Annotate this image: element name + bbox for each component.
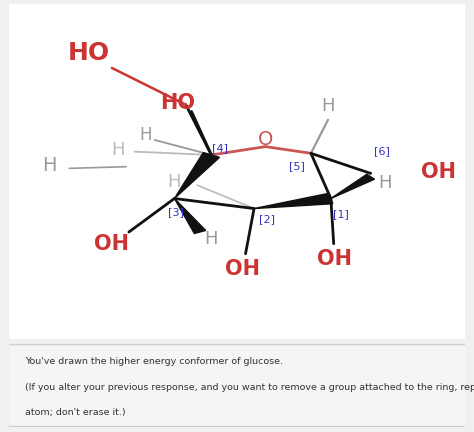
Polygon shape	[254, 193, 333, 209]
FancyBboxPatch shape	[5, 345, 469, 426]
Text: OH: OH	[317, 249, 352, 269]
FancyBboxPatch shape	[4, 1, 470, 343]
Text: H: H	[321, 98, 335, 115]
Text: atom; don't erase it.): atom; don't erase it.)	[26, 408, 126, 417]
Text: H: H	[378, 175, 392, 192]
Text: OH: OH	[225, 259, 260, 279]
Text: H: H	[42, 156, 56, 175]
Text: HO: HO	[160, 93, 195, 113]
Text: [3]: [3]	[168, 207, 183, 217]
Text: [5]: [5]	[289, 161, 305, 171]
Text: O: O	[258, 130, 273, 149]
Text: OH: OH	[94, 234, 129, 254]
Text: You've drawn the higher energy conformer of glucose.: You've drawn the higher energy conformer…	[26, 357, 283, 366]
Polygon shape	[174, 152, 219, 199]
Text: H: H	[168, 173, 181, 191]
Text: [2]: [2]	[259, 214, 274, 224]
Text: [1]: [1]	[333, 210, 348, 219]
Text: [4]: [4]	[212, 143, 228, 152]
Text: OH: OH	[421, 162, 456, 182]
Text: H: H	[111, 141, 124, 159]
Text: [6]: [6]	[374, 146, 390, 156]
Polygon shape	[174, 199, 206, 233]
Text: H: H	[205, 230, 218, 248]
Text: (If you alter your previous response, and you want to remove a group attached to: (If you alter your previous response, an…	[26, 383, 474, 392]
Polygon shape	[331, 174, 374, 199]
Text: H: H	[140, 126, 152, 144]
Text: HO: HO	[68, 41, 110, 65]
